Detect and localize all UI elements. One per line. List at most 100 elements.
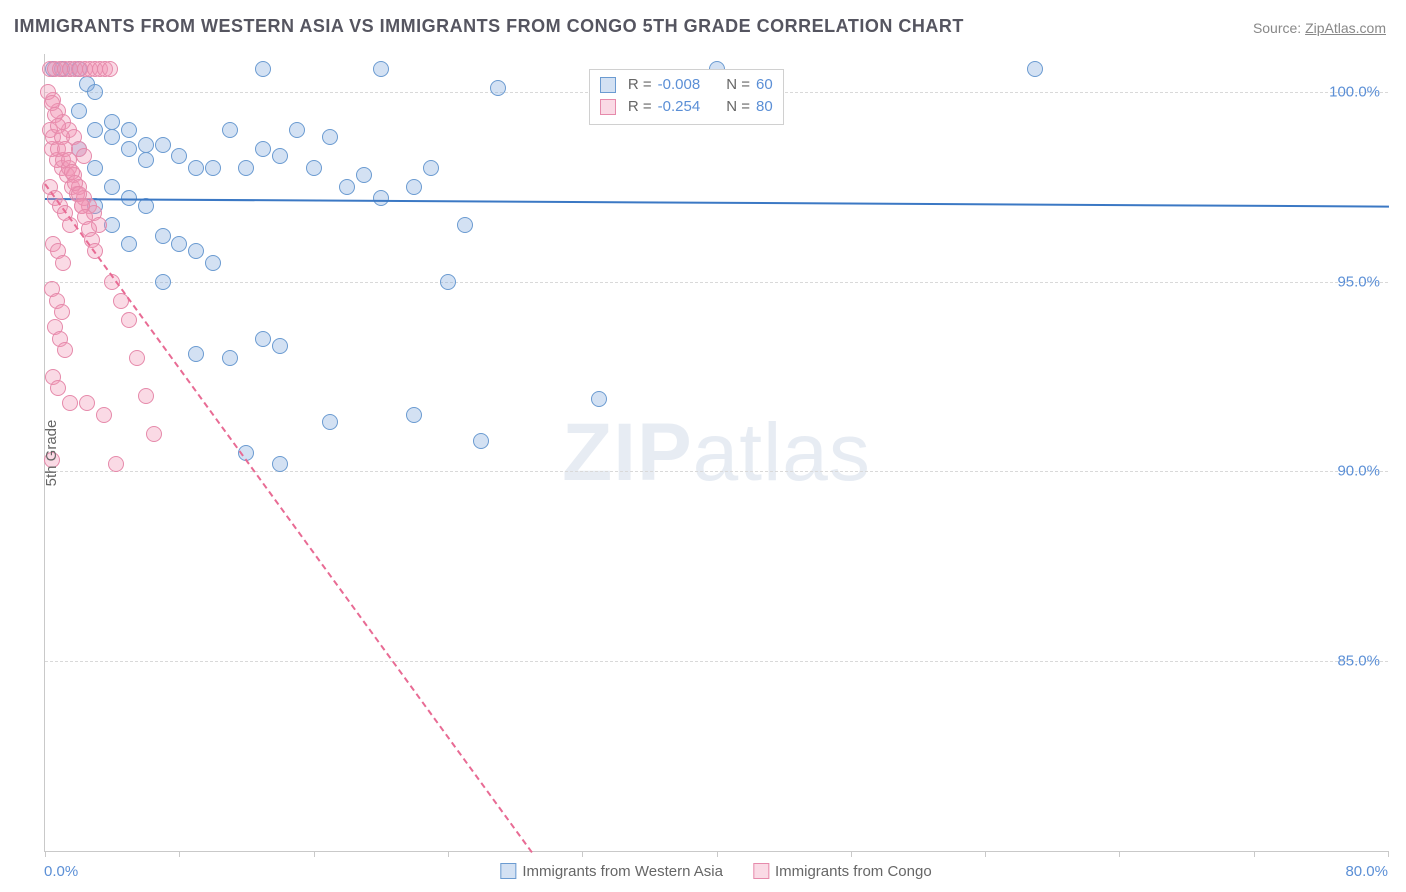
- x-tick: [179, 851, 180, 857]
- scatter-point: [289, 122, 305, 138]
- scatter-point: [121, 312, 137, 328]
- stat-n-value: 60: [756, 74, 773, 96]
- y-tick-label: 85.0%: [1337, 653, 1380, 670]
- scatter-point: [406, 179, 422, 195]
- y-axis-title: 5th Grade: [43, 420, 60, 487]
- scatter-point: [188, 160, 204, 176]
- stat-n-value: 80: [756, 96, 773, 118]
- scatter-point: [1027, 61, 1043, 77]
- scatter-point: [339, 179, 355, 195]
- scatter-point: [138, 137, 154, 153]
- stat-r-value: -0.008: [658, 74, 701, 96]
- scatter-point: [306, 160, 322, 176]
- stat-legend-row: R = -0.254N = 80: [600, 96, 773, 118]
- scatter-point: [138, 388, 154, 404]
- x-tick: [717, 851, 718, 857]
- scatter-point: [255, 331, 271, 347]
- source-attribution: Source: ZipAtlas.com: [1253, 20, 1386, 36]
- bottom-legend-item: Immigrants from Western Asia: [500, 863, 723, 880]
- legend-swatch: [600, 99, 616, 115]
- x-tick: [448, 851, 449, 857]
- stat-n-label: N =: [726, 74, 750, 96]
- scatter-point: [155, 137, 171, 153]
- bottom-legend: Immigrants from Western Asia Immigrants f…: [500, 863, 931, 880]
- x-tick: [45, 851, 46, 857]
- scatter-point: [102, 61, 118, 77]
- y-tick-label: 90.0%: [1337, 463, 1380, 480]
- scatter-point: [406, 407, 422, 423]
- source-link[interactable]: ZipAtlas.com: [1305, 20, 1386, 36]
- scatter-point: [104, 129, 120, 145]
- x-tick: [1254, 851, 1255, 857]
- x-axis-min-label: 0.0%: [44, 863, 78, 880]
- scatter-point: [457, 217, 473, 233]
- scatter-point: [121, 141, 137, 157]
- gridline-h: [45, 471, 1388, 472]
- x-tick: [582, 851, 583, 857]
- scatter-point: [121, 122, 137, 138]
- scatter-point: [87, 122, 103, 138]
- stat-legend: R = -0.008 N = 60R = -0.254N = 80: [589, 69, 784, 125]
- gridline-h: [45, 661, 1388, 662]
- scatter-point: [205, 255, 221, 271]
- x-tick: [851, 851, 852, 857]
- scatter-point: [129, 350, 145, 366]
- legend-swatch: [600, 77, 616, 93]
- scatter-point: [104, 179, 120, 195]
- x-tick: [1388, 851, 1389, 857]
- scatter-point: [104, 114, 120, 130]
- scatter-point: [71, 103, 87, 119]
- x-axis-max-label: 80.0%: [1345, 863, 1388, 880]
- gridline-h: [45, 282, 1388, 283]
- scatter-point: [171, 236, 187, 252]
- scatter-point: [255, 141, 271, 157]
- x-tick: [985, 851, 986, 857]
- scatter-point: [272, 456, 288, 472]
- scatter-point: [205, 160, 221, 176]
- scatter-point: [188, 346, 204, 362]
- legend-label: Immigrants from Western Asia: [522, 863, 723, 880]
- scatter-point: [322, 129, 338, 145]
- scatter-point: [255, 61, 271, 77]
- stat-r-label: R =: [628, 74, 652, 96]
- trend-line: [44, 184, 533, 854]
- scatter-point: [87, 160, 103, 176]
- scatter-point: [138, 152, 154, 168]
- scatter-point: [222, 122, 238, 138]
- chart-title: IMMIGRANTS FROM WESTERN ASIA VS IMMIGRAN…: [14, 16, 964, 37]
- scatter-point: [272, 148, 288, 164]
- trend-line: [45, 198, 1389, 208]
- scatter-point: [55, 255, 71, 271]
- scatter-point: [238, 160, 254, 176]
- source-label: Source:: [1253, 20, 1301, 36]
- scatter-point: [373, 190, 389, 206]
- scatter-point: [473, 433, 489, 449]
- scatter-point: [54, 304, 70, 320]
- y-tick-label: 100.0%: [1329, 83, 1380, 100]
- scatter-point: [57, 342, 73, 358]
- scatter-point: [62, 395, 78, 411]
- scatter-point: [222, 350, 238, 366]
- scatter-point: [188, 243, 204, 259]
- scatter-point: [155, 228, 171, 244]
- watermark: ZIPatlas: [562, 406, 871, 500]
- chart-area: ZIPatlas 85.0% 90.0% 95.0% 100.0% R = -0.008…: [44, 54, 1388, 852]
- legend-swatch: [753, 863, 769, 879]
- scatter-point: [121, 236, 137, 252]
- scatter-point: [440, 274, 456, 290]
- scatter-point: [423, 160, 439, 176]
- plot-region: ZIPatlas 85.0% 90.0% 95.0% 100.0% R = -0.008…: [44, 54, 1388, 852]
- legend-swatch: [500, 863, 516, 879]
- scatter-point: [146, 426, 162, 442]
- scatter-point: [322, 414, 338, 430]
- bottom-legend-item: Immigrants from Congo: [753, 863, 932, 880]
- y-tick-label: 95.0%: [1337, 273, 1380, 290]
- scatter-point: [76, 148, 92, 164]
- scatter-point: [79, 395, 95, 411]
- scatter-point: [272, 338, 288, 354]
- scatter-point: [108, 456, 124, 472]
- scatter-point: [155, 274, 171, 290]
- scatter-point: [373, 61, 389, 77]
- scatter-point: [356, 167, 372, 183]
- stat-r-value: -0.254: [658, 96, 701, 118]
